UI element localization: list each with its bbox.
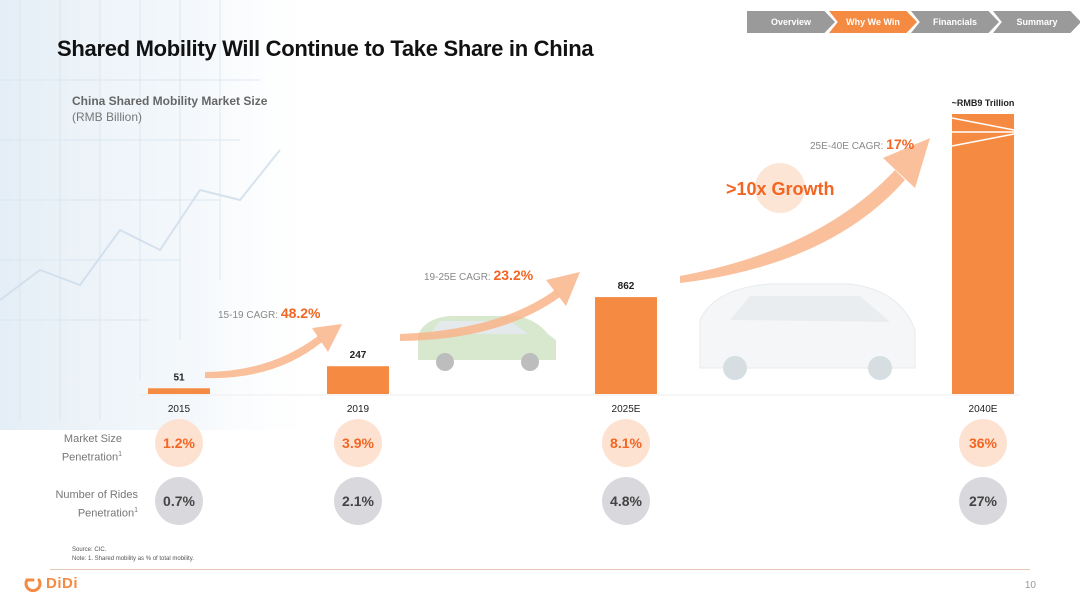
car-illustration-autonomous bbox=[699, 283, 916, 380]
x-tick-2015: 2015 bbox=[168, 404, 191, 415]
row-label-rides-line1: Number of Rides bbox=[55, 489, 138, 501]
bubble-0-2015 bbox=[155, 419, 203, 467]
bubble-0-2040E bbox=[959, 419, 1007, 467]
section-nav: Overview Why We Win Financials Summary bbox=[747, 11, 1080, 33]
cagr-value: 17% bbox=[886, 136, 915, 152]
cagr-text: 15-19 CAGR: bbox=[218, 310, 281, 321]
bubble-1-2040E bbox=[959, 477, 1007, 525]
arrow-15-19-head bbox=[312, 324, 342, 352]
labels: 51 2015 247 2019 862 2025E ~RMB9 Trillion 2040E… bbox=[168, 98, 1015, 415]
data-label-2025E: 862 bbox=[618, 281, 635, 292]
footer-divider bbox=[50, 569, 1030, 570]
didi-logo: DiDi bbox=[24, 575, 78, 592]
car-wheel bbox=[521, 353, 539, 371]
arrow-25-40 bbox=[680, 138, 930, 283]
footnote-note: Note: 1. Shared mobility as % of total m… bbox=[72, 556, 194, 562]
source-note: Source: CIC. bbox=[72, 547, 107, 553]
bubble-value-0-2019: 3.9% bbox=[342, 435, 374, 451]
bubble-value-1-2040E: 27% bbox=[969, 493, 998, 509]
cagr-label-0: 15-19 CAGR: 48.2% bbox=[218, 305, 321, 321]
bars bbox=[140, 114, 1020, 396]
bubble-0-2025E bbox=[602, 419, 650, 467]
page-number: 10 bbox=[1024, 580, 1036, 591]
bubble-value-0-2015: 1.2% bbox=[163, 435, 195, 451]
growth-arrows bbox=[205, 138, 930, 379]
bubble-1-2025E bbox=[602, 477, 650, 525]
chart-title: China Shared Mobility Market Size bbox=[72, 94, 268, 108]
row-label-market-size-line2: Penetration bbox=[61, 451, 119, 464]
arrow-25-40-shaft bbox=[680, 170, 905, 283]
bubble-0-2019 bbox=[334, 419, 382, 467]
data-label-2019: 247 bbox=[350, 350, 367, 361]
growth-callout-bubble bbox=[755, 163, 805, 213]
tab-overview[interactable]: Overview bbox=[747, 11, 835, 33]
bar-2040E bbox=[952, 114, 1014, 394]
arrow-15-19-shaft bbox=[205, 336, 322, 379]
cagr-value: 23.2% bbox=[493, 267, 533, 283]
car-wheel bbox=[436, 353, 454, 371]
bubble-1-2015 bbox=[155, 477, 203, 525]
arrow-19-25 bbox=[400, 272, 580, 341]
cagr-label-2: 25E-40E CAGR: 17% bbox=[810, 136, 915, 152]
cagr-text: 25E-40E CAGR: bbox=[810, 141, 886, 152]
chart-unit: (RMB Billion) bbox=[72, 110, 143, 124]
x-tick-2025E: 2025E bbox=[612, 404, 641, 415]
car-window bbox=[730, 296, 890, 322]
arrow-15-19 bbox=[205, 324, 342, 379]
didi-logo-icon bbox=[24, 578, 42, 592]
arrow-19-25-head bbox=[546, 272, 580, 306]
tab-why-we-win[interactable]: Why We Win bbox=[829, 11, 917, 33]
x-tick-2040E: 2040E bbox=[969, 404, 998, 415]
footnote-ref: 1 bbox=[134, 507, 138, 514]
cagr-value: 48.2% bbox=[281, 305, 321, 321]
cagr-text: 19-25E CAGR: bbox=[424, 272, 493, 283]
page-title: Shared Mobility Will Continue to Take Sh… bbox=[57, 36, 594, 61]
bubble-1-2019 bbox=[334, 477, 382, 525]
data-label-2015: 51 bbox=[173, 372, 185, 383]
bubble-value-0-2025E: 8.1% bbox=[610, 435, 642, 451]
car-wheel bbox=[868, 356, 892, 380]
bubble-value-0-2040E: 36% bbox=[969, 435, 998, 451]
arrow-19-25-shaft bbox=[400, 290, 560, 341]
row-label-rides: Number of Rides Penetration1 bbox=[18, 488, 138, 522]
tab-financials[interactable]: Financials bbox=[911, 11, 999, 33]
footnote-ref: 1 bbox=[118, 451, 122, 458]
car-wheel bbox=[723, 356, 747, 380]
row-label-market-size-line1: Market Size bbox=[63, 433, 122, 445]
growth-callout-text: >10x Growth bbox=[726, 179, 835, 199]
data-label-2040E: ~RMB9 Trillion bbox=[952, 98, 1015, 108]
vehicle-illustrations bbox=[418, 283, 916, 380]
row-label-rides-line2: Penetration bbox=[77, 507, 135, 520]
axis-break-mark bbox=[951, 117, 1015, 147]
bubble-value-1-2019: 2.1% bbox=[342, 493, 374, 509]
x-tick-2019: 2019 bbox=[347, 404, 370, 415]
penetration-bubbles: 1.2% 3.9% 8.1% 36% 0.7% 2.1% 4.8% 27% bbox=[155, 419, 1007, 525]
bubble-value-1-2015: 0.7% bbox=[163, 493, 195, 509]
row-label-market-size: Market Size Penetration1 bbox=[2, 432, 122, 466]
tab-summary[interactable]: Summary bbox=[993, 11, 1080, 33]
bar-2019 bbox=[327, 366, 389, 394]
bubble-value-1-2025E: 4.8% bbox=[610, 493, 642, 509]
arrow-25-40-head bbox=[883, 138, 930, 188]
bar-2025E bbox=[595, 297, 657, 394]
bar-2015 bbox=[148, 388, 210, 394]
brand-name: DiDi bbox=[46, 575, 78, 592]
cagr-label-1: 19-25E CAGR: 23.2% bbox=[424, 267, 534, 283]
